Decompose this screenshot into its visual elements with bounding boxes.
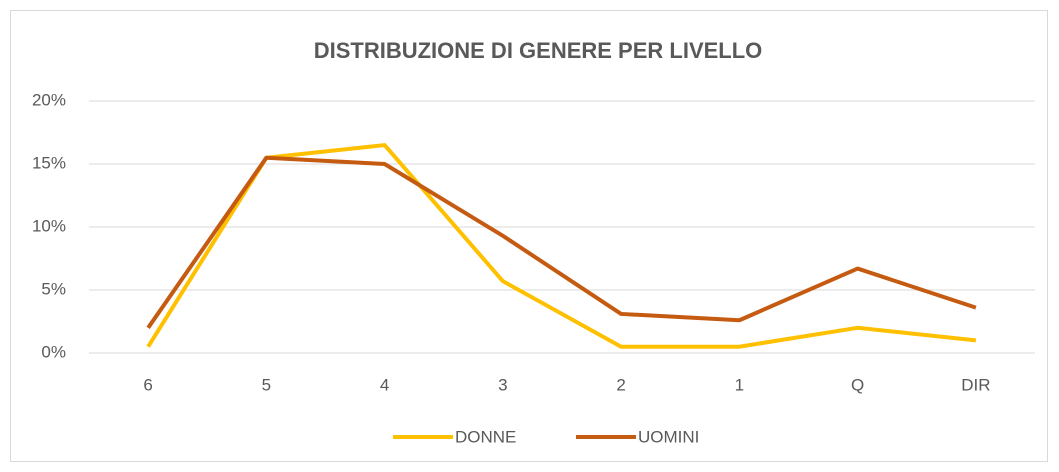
chart-frame — [10, 10, 1048, 462]
x-tick-label: Q — [851, 375, 864, 394]
x-tick-label: 5 — [262, 375, 271, 394]
y-tick-label: 20% — [32, 90, 66, 109]
legend-label: UOMINI — [638, 427, 699, 446]
legend-label: DONNE — [455, 427, 516, 446]
y-tick-label: 10% — [32, 216, 66, 235]
x-tick-label: 3 — [498, 375, 507, 394]
x-tick-label: 6 — [143, 375, 152, 394]
x-tick-label: 4 — [380, 375, 389, 394]
x-tick-label: 1 — [735, 375, 744, 394]
x-tick-label: DIR — [961, 375, 990, 394]
y-tick-label: 5% — [41, 279, 66, 298]
chart-title: DISTRIBUZIONE DI GENERE PER LIVELLO — [314, 38, 763, 63]
y-tick-label: 15% — [32, 153, 66, 172]
data-line — [146, 143, 977, 349]
data-line — [146, 155, 977, 329]
y-tick-label: 0% — [41, 342, 66, 361]
x-tick-label: 2 — [616, 375, 625, 394]
